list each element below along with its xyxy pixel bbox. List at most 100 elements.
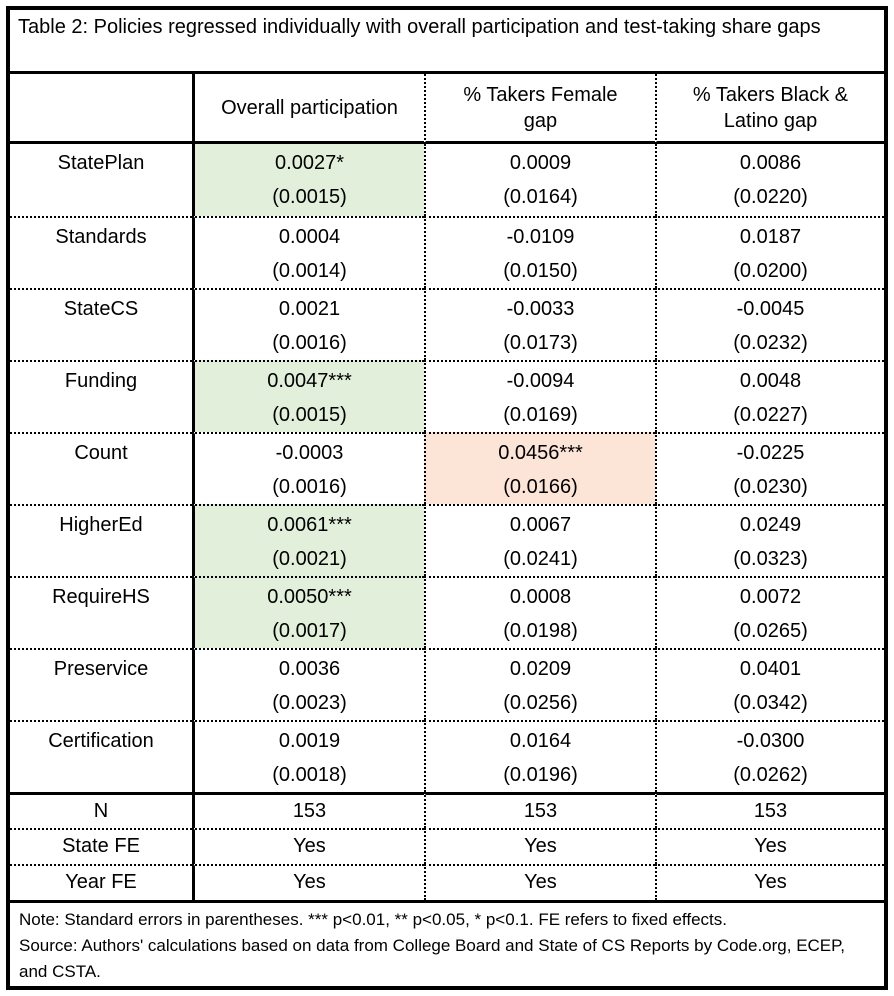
- regression-table: Overall participation % Takers Female ga…: [10, 74, 884, 900]
- coefficient-value: 0.0048: [739, 370, 802, 392]
- coefficient-cell: 0.0072 (0.0265): [655, 576, 884, 648]
- coefficient-value: 0.0009: [509, 152, 572, 174]
- coefficient-cell: -0.0003 (0.0016): [192, 432, 424, 504]
- coefficient-cell: -0.0109 (0.0150): [424, 216, 655, 288]
- coefficient-value: 0.0008: [509, 586, 572, 608]
- stat-label-cell: Year FE: [10, 864, 192, 900]
- header-cell-takers-female-gap: % Takers Female gap: [424, 74, 655, 144]
- coefficient-value: 0.0072: [739, 586, 802, 608]
- coefficient-value: 0.0004: [278, 226, 341, 248]
- stat-value-cell: Yes: [192, 828, 424, 864]
- coefficient-value: -0.0300: [736, 730, 805, 752]
- standard-error: (0.0230): [733, 476, 808, 498]
- coefficient-cell: 0.0050*** (0.0017): [192, 576, 424, 648]
- coefficient-cell: 0.0008 (0.0198): [424, 576, 655, 648]
- coefficient-value: -0.0109: [506, 226, 575, 248]
- policy-label-cell: Standards: [10, 216, 192, 288]
- policy-label: RequireHS: [52, 586, 150, 608]
- standard-error: (0.0173): [503, 332, 578, 354]
- coefficient-value: 0.0047***: [267, 370, 352, 392]
- coefficient-value: -0.0045: [736, 298, 805, 320]
- coefficient-cell: 0.0019 (0.0018): [192, 720, 424, 792]
- coefficient-value: -0.0033: [506, 298, 575, 320]
- coefficient-cell: 0.0249 (0.0323): [655, 504, 884, 576]
- stat-value-cell: Yes: [192, 864, 424, 900]
- coefficient-value: 0.0086: [739, 152, 802, 174]
- coefficient-value: 0.0027*: [275, 152, 344, 174]
- coefficient-cell: 0.0164 (0.0196): [424, 720, 655, 792]
- standard-error: (0.0265): [733, 620, 808, 642]
- policy-label-cell: StateCS: [10, 288, 192, 360]
- coefficient-cell: 0.0061*** (0.0021): [192, 504, 424, 576]
- table-frame: Table 2: Policies regressed individually…: [6, 6, 888, 990]
- coefficient-cell: 0.0021 (0.0016): [192, 288, 424, 360]
- coefficient-cell: 0.0047*** (0.0015): [192, 360, 424, 432]
- coefficient-cell: -0.0094 (0.0169): [424, 360, 655, 432]
- standard-error: (0.0015): [272, 404, 347, 426]
- standard-error: (0.0200): [733, 260, 808, 282]
- stat-value-cell: Yes: [424, 864, 655, 900]
- standard-error: (0.0015): [272, 186, 347, 208]
- coefficient-value: 0.0061***: [267, 514, 352, 536]
- coefficient-value: 0.0019: [278, 730, 341, 752]
- standard-error: (0.0150): [503, 260, 578, 282]
- policy-label-cell: Count: [10, 432, 192, 504]
- stat-value-cell: Yes: [655, 828, 884, 864]
- coefficient-cell: 0.0067 (0.0241): [424, 504, 655, 576]
- policy-label: Standards: [55, 226, 147, 248]
- header-cell-takers-black-latino-gap: % Takers Black & Latino gap: [655, 74, 884, 144]
- standard-error: (0.0018): [272, 764, 347, 786]
- note-text: Note: Standard errors in parentheses. **…: [19, 910, 727, 929]
- header-cell-overall-participation: Overall participation: [192, 74, 424, 144]
- coefficient-cell: 0.0187 (0.0200): [655, 216, 884, 288]
- standard-error: (0.0016): [272, 332, 347, 354]
- coefficient-cell: -0.0033 (0.0173): [424, 288, 655, 360]
- policy-label: StateCS: [63, 298, 139, 320]
- coefficient-cell: -0.0045 (0.0232): [655, 288, 884, 360]
- coefficient-cell: -0.0300 (0.0262): [655, 720, 884, 792]
- coefficient-value: -0.0225: [736, 442, 805, 464]
- standard-error: (0.0323): [733, 548, 808, 570]
- standard-error: (0.0166): [503, 476, 578, 498]
- coefficient-value: 0.0456***: [498, 442, 583, 464]
- policy-label: HigherEd: [59, 514, 143, 536]
- standard-error: (0.0017): [272, 620, 347, 642]
- stat-value-cell: 153: [192, 792, 424, 828]
- stat-value-cell: Yes: [655, 864, 884, 900]
- stat-value-cell: 153: [655, 792, 884, 828]
- coefficient-cell: -0.0225 (0.0230): [655, 432, 884, 504]
- coefficient-cell: 0.0009 (0.0164): [424, 144, 655, 216]
- standard-error: (0.0196): [503, 764, 578, 786]
- coefficient-cell: 0.0004 (0.0014): [192, 216, 424, 288]
- standard-error: (0.0021): [272, 548, 347, 570]
- standard-error: (0.0169): [503, 404, 578, 426]
- standard-error: (0.0220): [733, 186, 808, 208]
- coefficient-cell: 0.0027* (0.0015): [192, 144, 424, 216]
- coefficient-cell: 0.0209 (0.0256): [424, 648, 655, 720]
- coefficient-value: -0.0094: [506, 370, 575, 392]
- standard-error: (0.0241): [503, 548, 578, 570]
- standard-error: (0.0262): [733, 764, 808, 786]
- policy-label-cell: HigherEd: [10, 504, 192, 576]
- policy-label-cell: StatePlan: [10, 144, 192, 216]
- header-cell-empty: [10, 74, 192, 144]
- standard-error: (0.0016): [272, 476, 347, 498]
- standard-error: (0.0256): [503, 692, 578, 714]
- source-text: Source: Authors' calculations based on d…: [19, 936, 846, 981]
- standard-error: (0.0198): [503, 620, 578, 642]
- coefficient-value: 0.0401: [739, 658, 802, 680]
- coefficient-value: -0.0003: [275, 442, 344, 464]
- standard-error: (0.0227): [733, 404, 808, 426]
- standard-error: (0.0014): [272, 260, 347, 282]
- coefficient-cell: 0.0036 (0.0023): [192, 648, 424, 720]
- coefficient-cell: 0.0048 (0.0227): [655, 360, 884, 432]
- coefficient-cell: 0.0086 (0.0220): [655, 144, 884, 216]
- coefficient-value: 0.0187: [739, 226, 802, 248]
- policy-label-cell: RequireHS: [10, 576, 192, 648]
- coefficient-value: 0.0164: [509, 730, 572, 752]
- table-notes: Note: Standard errors in parentheses. **…: [10, 900, 884, 986]
- stat-label-cell: State FE: [10, 828, 192, 864]
- standard-error: (0.0232): [733, 332, 808, 354]
- coefficient-value: 0.0067: [509, 514, 572, 536]
